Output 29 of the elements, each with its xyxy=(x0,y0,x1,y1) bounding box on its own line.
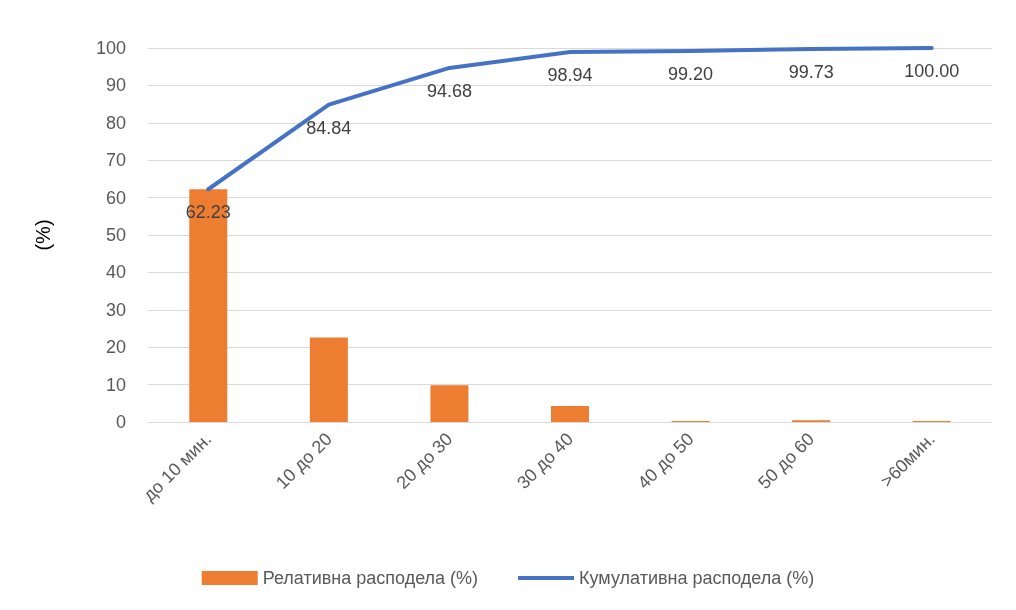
data-label: 94.68 xyxy=(426,80,472,101)
y-tick-label: 20 xyxy=(105,337,126,358)
x-tick-label: 30 до 40 xyxy=(513,428,578,493)
y-tick-label: 0 xyxy=(115,412,126,432)
y-tick-label: 70 xyxy=(105,150,126,171)
data-label: 99.20 xyxy=(668,63,714,84)
x-tick-label: 40 до 50 xyxy=(633,428,698,493)
bar xyxy=(309,337,348,422)
data-label: 99.73 xyxy=(788,62,834,83)
y-axis-title: (%) xyxy=(32,219,54,251)
x-tick-label: 50 до 60 xyxy=(754,428,819,493)
data-label: 100.00 xyxy=(904,61,960,81)
x-tick-label: 10 до 20 xyxy=(271,428,336,493)
y-tick-label: 30 xyxy=(105,299,126,320)
x-tick-label: 20 до 30 xyxy=(392,428,457,493)
data-label: 98.94 xyxy=(547,64,593,85)
y-tick-label: 80 xyxy=(105,112,126,133)
bar xyxy=(430,385,469,422)
y-tick-label: 100 xyxy=(95,38,126,58)
y-tick-label: 50 xyxy=(105,225,126,245)
legend-label: Релативна расподела (%) xyxy=(262,568,479,588)
y-tick-label: 40 xyxy=(105,262,126,283)
y-tick-label: 60 xyxy=(105,187,126,208)
y-tick-label: 10 xyxy=(105,374,126,395)
y-tick-label: 90 xyxy=(105,75,126,96)
x-tick-label: до 10 мин. xyxy=(139,428,216,506)
data-label: 84.84 xyxy=(306,117,352,138)
bar xyxy=(551,405,589,422)
legend-label: Кумулативна расподела (%) xyxy=(579,568,815,588)
